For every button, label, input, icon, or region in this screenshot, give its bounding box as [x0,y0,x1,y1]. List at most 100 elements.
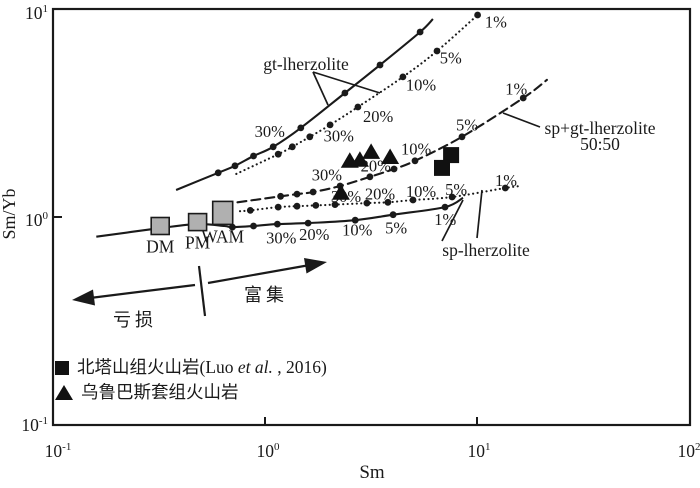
melt-fraction-label: 1% [505,80,527,99]
curve-dot [306,133,314,141]
legend-square-marker-icon [55,360,69,375]
melt-fraction-label: 10% [342,221,373,240]
melt-fraction-label: 20% [299,225,330,244]
x-tick-label-10: 101 [467,440,491,461]
curve-dot [433,47,441,55]
y-axis-title: Sm/Yb [0,188,19,240]
curve-dot [246,207,254,214]
curve-dot [297,124,305,132]
curve-dot [448,193,456,201]
sp-lherzolite-leader-line-1 [441,199,464,242]
melt-fraction-label: 20% [363,107,394,126]
curve-dot [399,73,407,81]
enriched-arrow-line [207,264,308,285]
sp-gt-lherzolite-leader-line [502,112,541,128]
curve-dot [366,173,374,181]
reference-label-DM: DM [146,237,175,257]
annotation-gt-lherzolite-label: gt-lherzolite [263,54,349,74]
melt-fraction-label: 10% [406,182,437,201]
melt-fraction-label: 20% [365,185,396,204]
melt-fraction-label: 1% [434,210,456,229]
depleted-arrowhead-icon [72,289,95,306]
melt-fraction-label: 30% [312,166,343,185]
curve-dot [341,89,349,97]
x-axis-title: Sm [359,462,385,483]
curve-dot [351,216,359,224]
x-tick-label-1: 100 [256,440,280,461]
melt-fraction-label: 30% [324,127,355,146]
gt-lherzolite-leader-line-1 [312,71,329,106]
curve-dot [229,223,236,231]
curve-dot [474,11,481,19]
legend-triangle-marker-icon [55,385,73,400]
curve-dot [519,94,527,102]
curve-dot [312,202,320,209]
reference-square-WAM [211,200,234,226]
curve-dot [269,143,277,151]
curve-dot [384,198,392,206]
annotation-sp-lherzolite-label: sp-lherzolite [442,240,530,260]
annotation-sp-gt-lherzolite-label: sp+gt-lherzolite [545,118,656,138]
curve-dot [214,169,222,177]
legend-label: 北塔山组火山岩(Luo et al. , 2016) [77,357,327,377]
curve-dot [304,219,312,227]
curve-dot [354,103,362,111]
curve-dot [274,220,281,228]
curve-dot [326,121,334,129]
sample-triangle-marker [381,148,400,164]
melt-fraction-label: 5% [456,115,478,134]
gt-lherzolite-leader-line-2 [312,71,381,94]
sample-triangle-marker [362,143,381,159]
melt-fraction-label: 5% [440,49,462,68]
curve-dot [331,201,339,209]
sp-lherzolite-leader-line-2 [476,189,483,239]
melt-fraction-label: 1% [485,13,507,32]
melt-fraction-label: 5% [385,219,407,238]
curve-dot [376,61,384,69]
curve-dot [458,133,466,141]
melt-fraction-label: 10% [406,75,437,94]
legend-label: 乌鲁巴斯套组火山岩 [81,382,239,402]
sample-triangle-marker [350,151,369,167]
curve-dot [501,184,509,192]
curve-dot [389,211,397,219]
y-tick-label-10: 101 [25,2,48,23]
depleted-arrow-line [89,283,196,300]
y-tick-label-1: 100 [25,209,48,230]
curve-dot [293,190,301,198]
curve-dot [409,196,417,204]
sample-square-marker [434,159,450,176]
curve-dot [390,165,398,173]
melt-fraction-label: 1% [495,171,517,190]
sample-square-marker [443,147,460,164]
curve-dot [363,199,371,207]
curve-dot [416,28,424,36]
melt-fraction-label: 30% [255,122,286,141]
annotation-sp-gt-lherzolite-label: 50:50 [580,134,620,154]
curve-dot [231,162,239,170]
curve-dot [309,188,317,196]
curve-dot [250,222,257,230]
curve-dot [288,143,296,151]
melt-fraction-label: 30% [266,228,297,247]
reference-label-PM: PM [185,233,211,253]
curve-dot [274,150,282,158]
x-tick-label-0p1: 10-1 [44,440,72,461]
arrow-divider-tick [197,265,207,317]
legend-item-beitashan: 北塔山组火山岩(Luo et al. , 2016) [55,355,327,380]
melt-fraction-label: 5% [445,180,467,199]
curve-gt-lherzolite-solid [175,18,434,191]
curve-dot [277,192,284,200]
reference-square-DM [150,216,170,236]
curve-dot [250,152,257,160]
sample-triangle-marker [331,184,350,200]
legend: 北塔山组火山岩(Luo et al. , 2016) 乌鲁巴斯套组火山岩 [55,355,327,405]
y-tick-label-0p1: 10-1 [21,414,48,435]
curve-dot [293,202,301,210]
melt-fraction-label: 10% [401,139,432,158]
enriched-label: 富集 [244,285,288,305]
enriched-arrowhead-icon [304,258,327,274]
reference-square-PM [187,212,208,232]
